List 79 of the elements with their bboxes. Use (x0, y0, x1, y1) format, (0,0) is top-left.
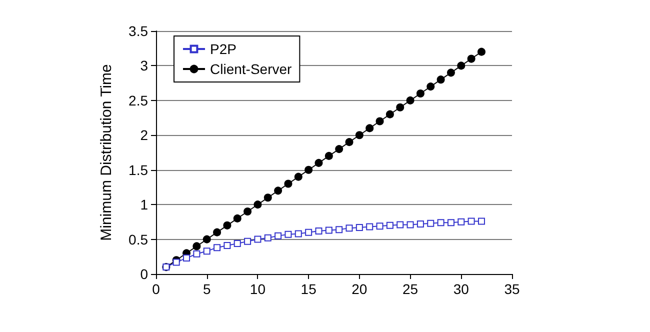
point (437, 219, 444, 226)
point (356, 224, 363, 231)
point (386, 222, 394, 229)
x-tick-label: 35 (504, 281, 520, 297)
point (294, 230, 302, 238)
x-tick-label: 25 (402, 281, 418, 297)
y-tick-label: 3.5 (128, 23, 148, 39)
point (244, 208, 252, 216)
point (396, 221, 404, 228)
point (314, 158, 323, 167)
point (213, 228, 222, 236)
point (467, 54, 476, 63)
point (336, 226, 343, 234)
point (192, 242, 201, 250)
point (346, 224, 353, 232)
point (376, 117, 384, 126)
point (304, 166, 313, 174)
point (234, 240, 241, 247)
y-tick-label: 1 (140, 196, 148, 213)
point (457, 62, 466, 70)
point (427, 220, 434, 227)
point (233, 214, 242, 222)
x-tick-label: 30 (453, 281, 470, 297)
point (284, 180, 292, 188)
point (254, 200, 262, 209)
x-tick-label: 10 (250, 281, 266, 297)
point (203, 248, 210, 255)
point (254, 236, 262, 243)
point (324, 152, 333, 160)
point (478, 218, 485, 225)
y-tick-label: 2.5 (128, 92, 148, 108)
point (244, 238, 252, 245)
point (264, 234, 272, 242)
point (447, 219, 454, 226)
point (386, 110, 394, 118)
point (223, 221, 232, 230)
point (458, 218, 465, 226)
legend-label: P2P (210, 41, 236, 57)
point (396, 103, 404, 112)
point (284, 230, 292, 238)
point (193, 250, 200, 258)
point (315, 227, 322, 234)
point (416, 89, 424, 98)
point (468, 218, 475, 225)
point (446, 68, 455, 77)
point (274, 186, 282, 195)
y-tick-label: 0 (140, 266, 148, 282)
point (366, 223, 374, 230)
legend-label: Client-Server (210, 61, 292, 77)
x-tick-label: 0 (152, 281, 160, 297)
point (416, 220, 424, 228)
point (214, 244, 221, 252)
point (305, 228, 312, 236)
point (202, 235, 211, 244)
y-axis-title: Minimum Distribution Time (98, 64, 115, 241)
point (436, 76, 445, 84)
x-tick-label: 15 (300, 281, 317, 297)
point (325, 226, 332, 234)
point (172, 258, 180, 266)
point (355, 131, 364, 140)
y-tick-label: 1.5 (128, 162, 148, 178)
y-tick-label: 0.5 (128, 231, 148, 248)
point (406, 221, 414, 228)
point (376, 222, 384, 230)
x-tick-label: 20 (352, 281, 368, 297)
point (183, 254, 190, 262)
point (366, 124, 374, 132)
y-tick-label: 2 (140, 127, 148, 144)
point (426, 82, 435, 91)
point (294, 172, 302, 181)
point (335, 145, 344, 154)
point (345, 138, 354, 146)
point (274, 232, 282, 240)
point (224, 242, 231, 250)
point (264, 194, 272, 202)
y-tick-label: 3 (140, 58, 148, 74)
x-tick-label: 5 (202, 281, 211, 297)
point (477, 48, 486, 56)
point (406, 96, 414, 104)
